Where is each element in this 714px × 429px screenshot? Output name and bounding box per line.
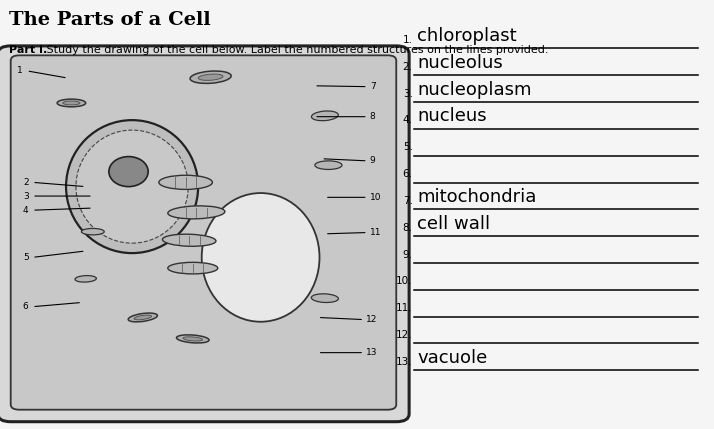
Text: 8: 8: [370, 112, 376, 121]
Ellipse shape: [168, 262, 218, 274]
Ellipse shape: [311, 111, 338, 121]
Ellipse shape: [75, 275, 96, 282]
Ellipse shape: [202, 193, 320, 322]
Ellipse shape: [190, 71, 231, 83]
Text: 7: 7: [370, 82, 376, 91]
Ellipse shape: [311, 294, 338, 302]
Text: nucleoplasm: nucleoplasm: [417, 81, 531, 99]
Text: 13: 13: [366, 348, 378, 357]
Text: chloroplast: chloroplast: [417, 27, 517, 45]
Text: vacuole: vacuole: [417, 349, 487, 367]
Text: 1.: 1.: [403, 35, 413, 45]
Ellipse shape: [159, 175, 213, 190]
FancyBboxPatch shape: [11, 55, 396, 410]
Ellipse shape: [63, 101, 80, 105]
Text: 2: 2: [23, 178, 29, 187]
Text: Part I.: Part I.: [9, 45, 47, 55]
Ellipse shape: [109, 157, 148, 187]
Text: nucleus: nucleus: [417, 108, 487, 125]
Ellipse shape: [315, 161, 342, 169]
FancyBboxPatch shape: [0, 46, 409, 422]
Text: 13.: 13.: [396, 357, 413, 367]
Text: 10.: 10.: [396, 276, 413, 287]
Text: 3: 3: [23, 192, 29, 200]
Text: 8.: 8.: [403, 223, 413, 233]
Text: Study the drawing of the cell below. Label the numbered structures on the lines : Study the drawing of the cell below. Lab…: [43, 45, 548, 55]
Ellipse shape: [198, 74, 223, 80]
Ellipse shape: [176, 335, 209, 343]
Ellipse shape: [129, 313, 157, 322]
Text: 11.: 11.: [396, 303, 413, 313]
Text: 12.: 12.: [396, 330, 413, 340]
Text: 9: 9: [370, 157, 376, 165]
Text: 11: 11: [370, 228, 381, 237]
Text: nucleolus: nucleolus: [417, 54, 503, 72]
Text: 7.: 7.: [403, 196, 413, 206]
Text: 6: 6: [23, 302, 29, 311]
Text: 5.: 5.: [403, 142, 413, 152]
Ellipse shape: [76, 130, 188, 243]
Text: 12: 12: [366, 315, 378, 324]
Text: 1: 1: [17, 66, 23, 75]
Text: 3.: 3.: [403, 89, 413, 99]
Ellipse shape: [163, 234, 216, 246]
Text: mitochondria: mitochondria: [417, 188, 536, 206]
Text: 6.: 6.: [403, 169, 413, 179]
Text: 4: 4: [23, 206, 29, 214]
Text: 5: 5: [23, 253, 29, 262]
Text: 4.: 4.: [403, 115, 413, 125]
Text: 10: 10: [370, 193, 381, 202]
Ellipse shape: [66, 120, 198, 253]
Ellipse shape: [183, 337, 203, 341]
Text: 9.: 9.: [403, 250, 413, 260]
Text: The Parts of a Cell: The Parts of a Cell: [9, 11, 211, 29]
Ellipse shape: [81, 228, 104, 235]
Text: cell wall: cell wall: [417, 215, 490, 233]
Ellipse shape: [134, 315, 151, 320]
Ellipse shape: [168, 206, 225, 219]
Ellipse shape: [57, 99, 86, 107]
Text: 2.: 2.: [403, 62, 413, 72]
